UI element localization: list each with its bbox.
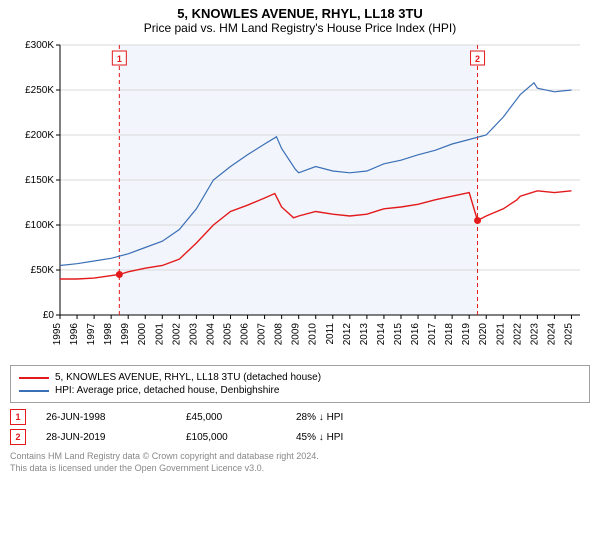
line-chart-svg: £0 £50K £100K £150K £200K £250K £300K 1995 1996 1… [10, 39, 590, 359]
transaction-price: £45,000 [186, 412, 276, 423]
transaction-table: 1 26-JUN-1998 £45,000 28% ↓ HPI 2 28-JUN-2019… [10, 409, 590, 445]
svg-text:2001: 2001 [154, 323, 165, 346]
transaction-price: £105,000 [186, 432, 276, 443]
legend-label: HPI: Average price, detached house, Denb… [55, 385, 279, 396]
svg-text:1997: 1997 [86, 323, 97, 346]
legend-swatch [19, 390, 49, 392]
svg-text:2010: 2010 [308, 323, 319, 346]
legend: 5, KNOWLES AVENUE, RHYL, LL18 3TU (detac… [10, 365, 590, 403]
svg-text:£0: £0 [43, 310, 55, 321]
svg-text:2005: 2005 [222, 323, 233, 346]
footer-attribution: Contains HM Land Registry data © Crown c… [10, 451, 590, 474]
svg-text:2017: 2017 [427, 323, 438, 346]
svg-text:2006: 2006 [240, 323, 251, 346]
svg-text:2009: 2009 [291, 323, 302, 346]
svg-text:2015: 2015 [393, 323, 404, 346]
svg-text:£200K: £200K [25, 130, 54, 141]
svg-text:2019: 2019 [461, 323, 472, 346]
footer-line-2: This data is licensed under the Open Gov… [10, 463, 590, 475]
transaction-row: 1 26-JUN-1998 £45,000 28% ↓ HPI [10, 409, 590, 425]
legend-row: HPI: Average price, detached house, Denb… [19, 385, 581, 396]
svg-text:2007: 2007 [257, 323, 268, 346]
svg-text:2008: 2008 [274, 323, 285, 346]
svg-text:2020: 2020 [478, 323, 489, 346]
chart-title: 5, KNOWLES AVENUE, RHYL, LL18 3TU [10, 6, 590, 21]
svg-text:2025: 2025 [563, 323, 574, 346]
footer-line-1: Contains HM Land Registry data © Crown c… [10, 451, 590, 463]
transaction-row: 2 28-JUN-2019 £105,000 45% ↓ HPI [10, 429, 590, 445]
legend-label: 5, KNOWLES AVENUE, RHYL, LL18 3TU (detac… [55, 372, 321, 383]
svg-text:1995: 1995 [52, 323, 63, 346]
legend-row: 5, KNOWLES AVENUE, RHYL, LL18 3TU (detac… [19, 372, 581, 383]
chart-subtitle: Price paid vs. HM Land Registry's House … [10, 21, 590, 35]
transaction-marker: 1 [10, 409, 26, 425]
svg-text:2: 2 [475, 54, 480, 64]
svg-text:2024: 2024 [546, 323, 557, 346]
svg-text:£300K: £300K [25, 40, 54, 51]
legend-swatch [19, 377, 49, 379]
svg-text:1996: 1996 [69, 323, 80, 346]
svg-text:2004: 2004 [205, 323, 216, 346]
svg-text:2000: 2000 [137, 323, 148, 346]
svg-text:2003: 2003 [188, 323, 199, 346]
transaction-pct: 45% ↓ HPI [296, 432, 416, 443]
svg-text:£50K: £50K [31, 265, 55, 276]
svg-text:£250K: £250K [25, 85, 54, 96]
svg-text:£100K: £100K [25, 220, 54, 231]
transaction-marker: 2 [10, 429, 26, 445]
svg-text:2021: 2021 [495, 323, 506, 346]
svg-text:1998: 1998 [103, 323, 114, 346]
svg-text:2012: 2012 [342, 323, 353, 346]
transaction-pct: 28% ↓ HPI [296, 412, 416, 423]
svg-text:1: 1 [117, 54, 122, 64]
svg-text:2011: 2011 [325, 323, 336, 345]
transaction-date: 28-JUN-2019 [46, 432, 166, 443]
svg-text:£150K: £150K [25, 175, 54, 186]
svg-text:1999: 1999 [120, 323, 131, 346]
svg-text:2002: 2002 [171, 323, 182, 346]
svg-text:2013: 2013 [359, 323, 370, 346]
svg-text:2014: 2014 [376, 323, 387, 346]
svg-text:2023: 2023 [529, 323, 540, 346]
svg-text:2022: 2022 [512, 323, 523, 346]
chart-area: £0 £50K £100K £150K £200K £250K £300K 1995 1996 1… [10, 39, 590, 359]
svg-text:2018: 2018 [444, 323, 455, 346]
svg-text:2016: 2016 [410, 323, 421, 346]
transaction-date: 26-JUN-1998 [46, 412, 166, 423]
